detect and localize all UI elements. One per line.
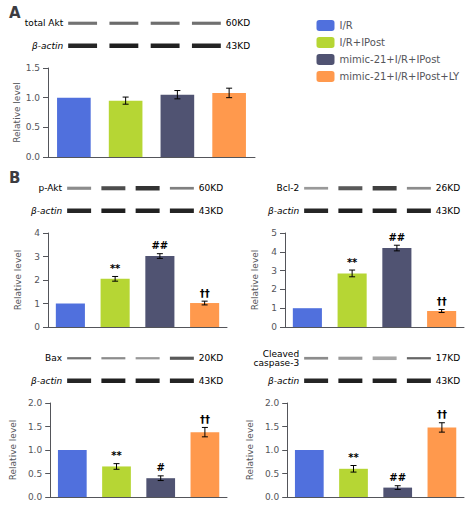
svg-text:I/R: I/R — [340, 20, 353, 31]
svg-text:p-Akt: p-Akt — [38, 183, 62, 193]
svg-text:Relative level: Relative level — [8, 420, 18, 481]
svg-text:I/R+IPost: I/R+IPost — [340, 37, 386, 48]
svg-text:5: 5 — [271, 228, 277, 238]
svg-text:3: 3 — [271, 266, 277, 276]
svg-text:1.0: 1.0 — [28, 445, 43, 455]
svg-text:1.0: 1.0 — [26, 93, 41, 103]
svg-text:20KD: 20KD — [199, 353, 223, 363]
svg-text:A: A — [9, 4, 21, 22]
svg-text:0.5: 0.5 — [28, 469, 42, 479]
svg-text:0.5: 0.5 — [265, 469, 279, 479]
svg-text:4: 4 — [271, 247, 277, 257]
svg-text:Relative level: Relative level — [13, 250, 23, 311]
svg-text:β-actin: β-actin — [31, 41, 63, 51]
svg-text:††: †† — [200, 414, 210, 425]
svg-text:2: 2 — [34, 275, 40, 285]
svg-text:43KD: 43KD — [226, 41, 250, 51]
svg-text:43KD: 43KD — [199, 206, 223, 216]
svg-text:mimic-21+I/R+IPost: mimic-21+I/R+IPost — [340, 54, 441, 65]
svg-text:**: ** — [111, 450, 122, 461]
svg-text:43KD: 43KD — [199, 376, 223, 386]
svg-text:##: ## — [151, 240, 168, 251]
svg-text:total Akt: total Akt — [25, 18, 64, 28]
svg-text:0.0: 0.0 — [265, 492, 280, 502]
svg-text:Relative level: Relative level — [250, 250, 260, 311]
svg-text:0.0: 0.0 — [26, 152, 41, 162]
svg-text:43KD: 43KD — [436, 376, 460, 386]
svg-text:β-actin: β-actin — [30, 206, 62, 216]
svg-text:**: ** — [348, 452, 359, 463]
svg-text:Bax: Bax — [45, 353, 63, 363]
svg-text:26KD: 26KD — [436, 183, 460, 193]
svg-text:##: ## — [389, 472, 406, 483]
svg-text:1.5: 1.5 — [26, 63, 40, 73]
svg-text:**: ** — [347, 257, 358, 268]
svg-text:††: †† — [437, 296, 447, 307]
svg-text:Cleaved: Cleaved — [262, 348, 300, 359]
svg-text:0.5: 0.5 — [26, 122, 40, 132]
svg-text:**: ** — [110, 263, 121, 274]
svg-text:0: 0 — [34, 322, 40, 332]
svg-text:††: †† — [200, 288, 210, 299]
svg-text:2.0: 2.0 — [265, 398, 280, 408]
svg-text:1: 1 — [271, 303, 277, 313]
svg-text:0: 0 — [271, 322, 277, 332]
svg-text:2.0: 2.0 — [28, 398, 43, 408]
svg-text:17KD: 17KD — [436, 353, 460, 363]
svg-text:1.5: 1.5 — [265, 422, 279, 432]
svg-text:4: 4 — [34, 228, 40, 238]
svg-text:#: # — [157, 462, 165, 473]
svg-text:1.5: 1.5 — [28, 422, 42, 432]
svg-text:β-actin: β-actin — [267, 206, 299, 216]
svg-text:60KD: 60KD — [199, 183, 223, 193]
svg-text:2: 2 — [271, 284, 277, 294]
svg-text:β-actin: β-actin — [267, 376, 299, 386]
svg-text:Relative level: Relative level — [245, 420, 255, 481]
svg-text:1: 1 — [34, 299, 40, 309]
svg-text:3: 3 — [34, 252, 40, 262]
svg-text:mimic-21+I/R+IPost+LY: mimic-21+I/R+IPost+LY — [340, 71, 460, 82]
svg-text:60KD: 60KD — [226, 18, 250, 28]
svg-text:##: ## — [388, 232, 405, 243]
svg-text:caspase-3: caspase-3 — [254, 358, 300, 368]
svg-text:B: B — [9, 169, 20, 187]
svg-text:††: †† — [437, 409, 447, 420]
svg-text:1.0: 1.0 — [265, 445, 280, 455]
svg-text:Relative level: Relative level — [12, 82, 22, 143]
svg-text:β-actin: β-actin — [30, 376, 62, 386]
svg-text:Bcl-2: Bcl-2 — [277, 183, 300, 193]
svg-text:43KD: 43KD — [436, 206, 460, 216]
svg-text:0.0: 0.0 — [28, 492, 43, 502]
